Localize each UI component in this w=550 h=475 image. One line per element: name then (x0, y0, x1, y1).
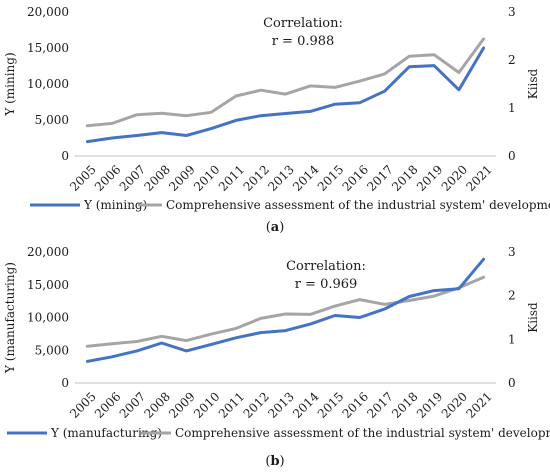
x-tick-label: 2016 (340, 389, 371, 420)
chart-panel-a: 0 5,000 10,000 15,000 20,000 0 1 2 3 Y (mining) Ki… (3, 5, 550, 235)
x-tick-label: 2020 (439, 162, 470, 193)
series-line-assessment (85, 37, 486, 128)
y-axis-title: Y (manufacturing) (3, 262, 17, 374)
chart-panel-b: 0 5,000 10,000 15,000 20,000 0 1 2 3 Y (manufactu… (3, 245, 550, 469)
x-tick-label: 2012 (241, 389, 272, 420)
y-tick-label: 0 (61, 149, 69, 163)
series-line-assessment (85, 275, 486, 348)
y2-tick-label: 3 (508, 5, 516, 19)
x-tick-label: 2007 (117, 389, 148, 420)
x-tick-label: 2015 (315, 162, 346, 193)
x-tick-label: 2009 (166, 162, 197, 193)
y-axis-title: Y (mining) (3, 52, 17, 116)
y2-tick-label: 0 (508, 149, 516, 163)
x-tick-label: 2015 (315, 389, 346, 420)
x-tick-label: 2010 (191, 389, 222, 420)
panel-label-part: ( (265, 454, 270, 469)
x-tick-label: 2006 (92, 389, 123, 420)
x-tick-label: 2013 (265, 389, 296, 420)
y2-axis-title: Kiisd (526, 302, 540, 333)
panel-label: (b) (265, 454, 284, 469)
legend-label-y: Y (manufacturing) (50, 426, 162, 440)
x-tick-label: 2016 (340, 162, 371, 193)
x-tick-label: 2009 (166, 389, 197, 420)
correlation-label: Correlation: (286, 259, 366, 274)
y2-axis-title: Kiisd (526, 68, 540, 99)
x-tick-label: 2011 (216, 162, 247, 193)
y2-tick-label: 2 (508, 289, 516, 303)
y-tick-label: 5,000 (35, 343, 69, 357)
panel-label-part: b (270, 454, 279, 469)
y-tick-label: 10,000 (27, 77, 69, 91)
x-tick-label: 2017 (364, 389, 395, 420)
x-tick-label: 2008 (142, 162, 173, 193)
x-tick-label: 2017 (364, 162, 395, 193)
x-tick-label: 2014 (290, 389, 322, 421)
y-tick-label: 15,000 (27, 41, 69, 55)
panel-label-part: ) (279, 220, 284, 235)
correlation-label: Correlation: (263, 16, 343, 31)
legend-label-assessment: Comprehensive assessment of the industri… (175, 426, 550, 440)
legend-label-assessment: Comprehensive assessment of the industri… (166, 198, 550, 212)
x-tick-label: 2019 (414, 389, 445, 420)
x-tick-label: 2021 (463, 162, 494, 193)
x-tick-label: 2020 (439, 389, 470, 420)
x-tick-label: 2006 (92, 162, 123, 193)
y2-tick-label: 1 (508, 101, 516, 115)
x-tick-label: 2018 (389, 389, 420, 420)
y2-tick-label: 1 (508, 332, 516, 346)
y-tick-label: 10,000 (27, 311, 69, 325)
x-tick-label: 2012 (241, 162, 272, 193)
y2-tick-label: 3 (508, 245, 516, 259)
x-tick-label: 2008 (142, 389, 173, 420)
x-tick-label: 2014 (290, 162, 322, 194)
y2-tick-label: 0 (508, 376, 516, 390)
x-tick-label: 2019 (414, 162, 445, 193)
legend: Y (manufacturing) Comprehensive assessmen… (7, 426, 550, 440)
y-tick-label: 15,000 (27, 278, 69, 292)
x-tick-label: 2018 (389, 162, 420, 193)
panel-label-part: ( (266, 220, 271, 235)
x-tick-label: 2011 (216, 389, 247, 420)
x-tick-label: 2021 (463, 389, 494, 420)
y-tick-label: 20,000 (27, 245, 69, 259)
x-tick-label: 2013 (265, 162, 296, 193)
series-line-y (85, 46, 486, 144)
correlation-value: r = 0.988 (272, 34, 335, 49)
y2-tick-label: 2 (508, 53, 516, 67)
x-tick-label: 2005 (67, 162, 98, 193)
legend-label-y: Y (mining) (83, 198, 147, 212)
x-tick-label: 2007 (117, 162, 148, 193)
panel-label: (a) (266, 220, 285, 235)
y-tick-label: 5,000 (35, 113, 69, 127)
y-tick-label: 20,000 (27, 5, 69, 19)
panel-label-part: a (271, 220, 280, 235)
y-tick-label: 0 (61, 376, 69, 390)
correlation-value: r = 0.969 (295, 277, 358, 292)
series-line-y (85, 257, 486, 363)
panel-label-part: ) (280, 454, 285, 469)
legend: Y (mining) Comprehensive assessment of th… (30, 198, 550, 212)
x-tick-label: 2010 (191, 162, 222, 193)
x-tick-label: 2005 (67, 389, 98, 420)
